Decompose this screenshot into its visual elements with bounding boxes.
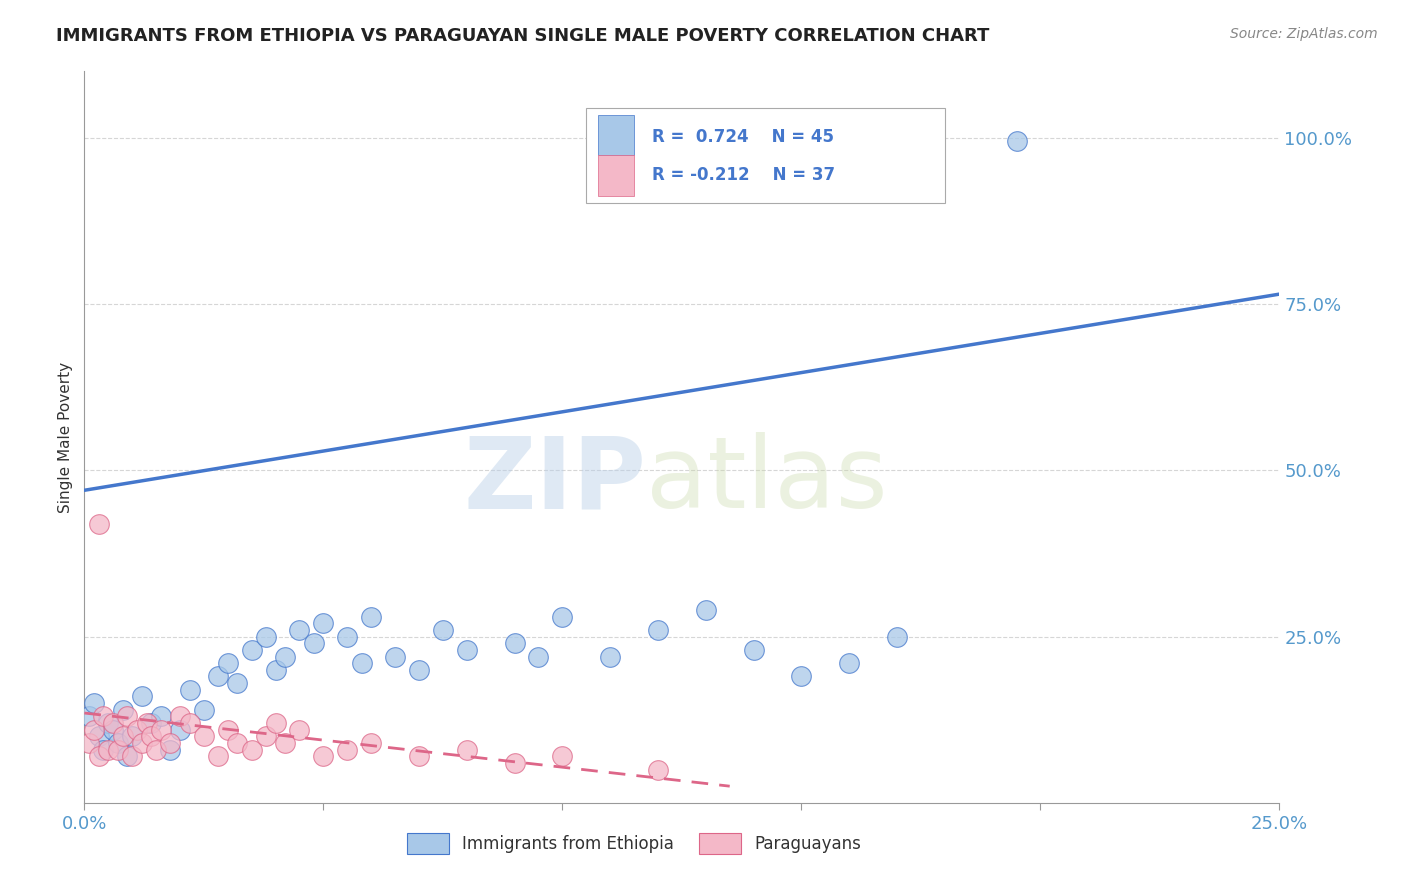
Point [135, 716, 157, 731]
Point [159, 736, 181, 750]
Point [432, 623, 454, 637]
Point [274, 649, 297, 664]
Point [101, 723, 124, 737]
Point [121, 749, 143, 764]
Point [384, 649, 406, 664]
Point [77, 736, 100, 750]
Point [254, 630, 277, 644]
Point [240, 742, 263, 756]
Bar [599, 115, 634, 155]
Point [149, 723, 172, 737]
Point [838, 656, 860, 670]
Point [141, 716, 163, 731]
Point [647, 763, 669, 777]
Point [288, 723, 311, 737]
Point [599, 649, 621, 664]
Point [111, 703, 134, 717]
Point [169, 723, 191, 737]
Point [107, 742, 129, 756]
Point [503, 756, 526, 770]
Point [360, 736, 382, 750]
Point [360, 609, 382, 624]
Point [350, 656, 373, 670]
Point [121, 729, 143, 743]
Point [217, 656, 239, 670]
Point [886, 630, 908, 644]
Point [288, 623, 311, 637]
Point [456, 742, 478, 756]
Point [193, 729, 215, 743]
Point [125, 723, 148, 737]
Point [131, 736, 153, 750]
Point [551, 609, 574, 624]
Legend: Immigrants from Ethiopia, Paraguayans: Immigrants from Ethiopia, Paraguayans [401, 827, 868, 860]
Point [217, 723, 239, 737]
Point [117, 709, 139, 723]
Point [97, 742, 120, 756]
Point [312, 616, 335, 631]
Point [336, 630, 359, 644]
Point [240, 643, 263, 657]
FancyBboxPatch shape [586, 108, 945, 203]
Point [111, 729, 134, 743]
Point [87, 729, 110, 743]
Text: IMMIGRANTS FROM ETHIOPIA VS PARAGUAYAN SINGLE MALE POVERTY CORRELATION CHART: IMMIGRANTS FROM ETHIOPIA VS PARAGUAYAN S… [56, 27, 990, 45]
Point [695, 603, 717, 617]
Text: R = -0.212    N = 37: R = -0.212 N = 37 [652, 166, 835, 185]
Text: R =  0.724    N = 45: R = 0.724 N = 45 [652, 128, 834, 146]
Point [93, 709, 115, 723]
Point [117, 749, 139, 764]
Point [527, 649, 550, 664]
Point [159, 742, 181, 756]
Point [207, 669, 229, 683]
Point [790, 669, 813, 683]
Point [302, 636, 325, 650]
Point [83, 723, 105, 737]
Point [87, 749, 110, 764]
Text: atlas: atlas [647, 433, 887, 530]
Point [226, 676, 249, 690]
Point [101, 716, 124, 731]
Point [131, 690, 153, 704]
Point [193, 703, 215, 717]
Point [264, 663, 287, 677]
Point [742, 643, 765, 657]
Text: ZIP: ZIP [463, 433, 647, 530]
Text: Source: ZipAtlas.com: Source: ZipAtlas.com [1230, 27, 1378, 41]
Point [141, 729, 163, 743]
Point [312, 749, 335, 764]
Y-axis label: Single Male Poverty: Single Male Poverty [58, 361, 73, 513]
Point [179, 682, 201, 697]
Point [145, 742, 167, 756]
Bar [599, 155, 634, 195]
Point [408, 663, 430, 677]
Point [647, 623, 669, 637]
Point [408, 749, 430, 764]
Point [179, 716, 201, 731]
Point [169, 709, 191, 723]
Point [264, 716, 287, 731]
Point [551, 749, 574, 764]
Point [207, 749, 229, 764]
Point [1005, 134, 1028, 148]
Point [456, 643, 478, 657]
Point [336, 742, 359, 756]
Point [83, 696, 105, 710]
Point [77, 709, 100, 723]
Point [226, 736, 249, 750]
Point [87, 516, 110, 531]
Point [97, 716, 120, 731]
Point [274, 736, 297, 750]
Point [149, 709, 172, 723]
Point [107, 736, 129, 750]
Point [93, 742, 115, 756]
Point [254, 729, 277, 743]
Point [503, 636, 526, 650]
